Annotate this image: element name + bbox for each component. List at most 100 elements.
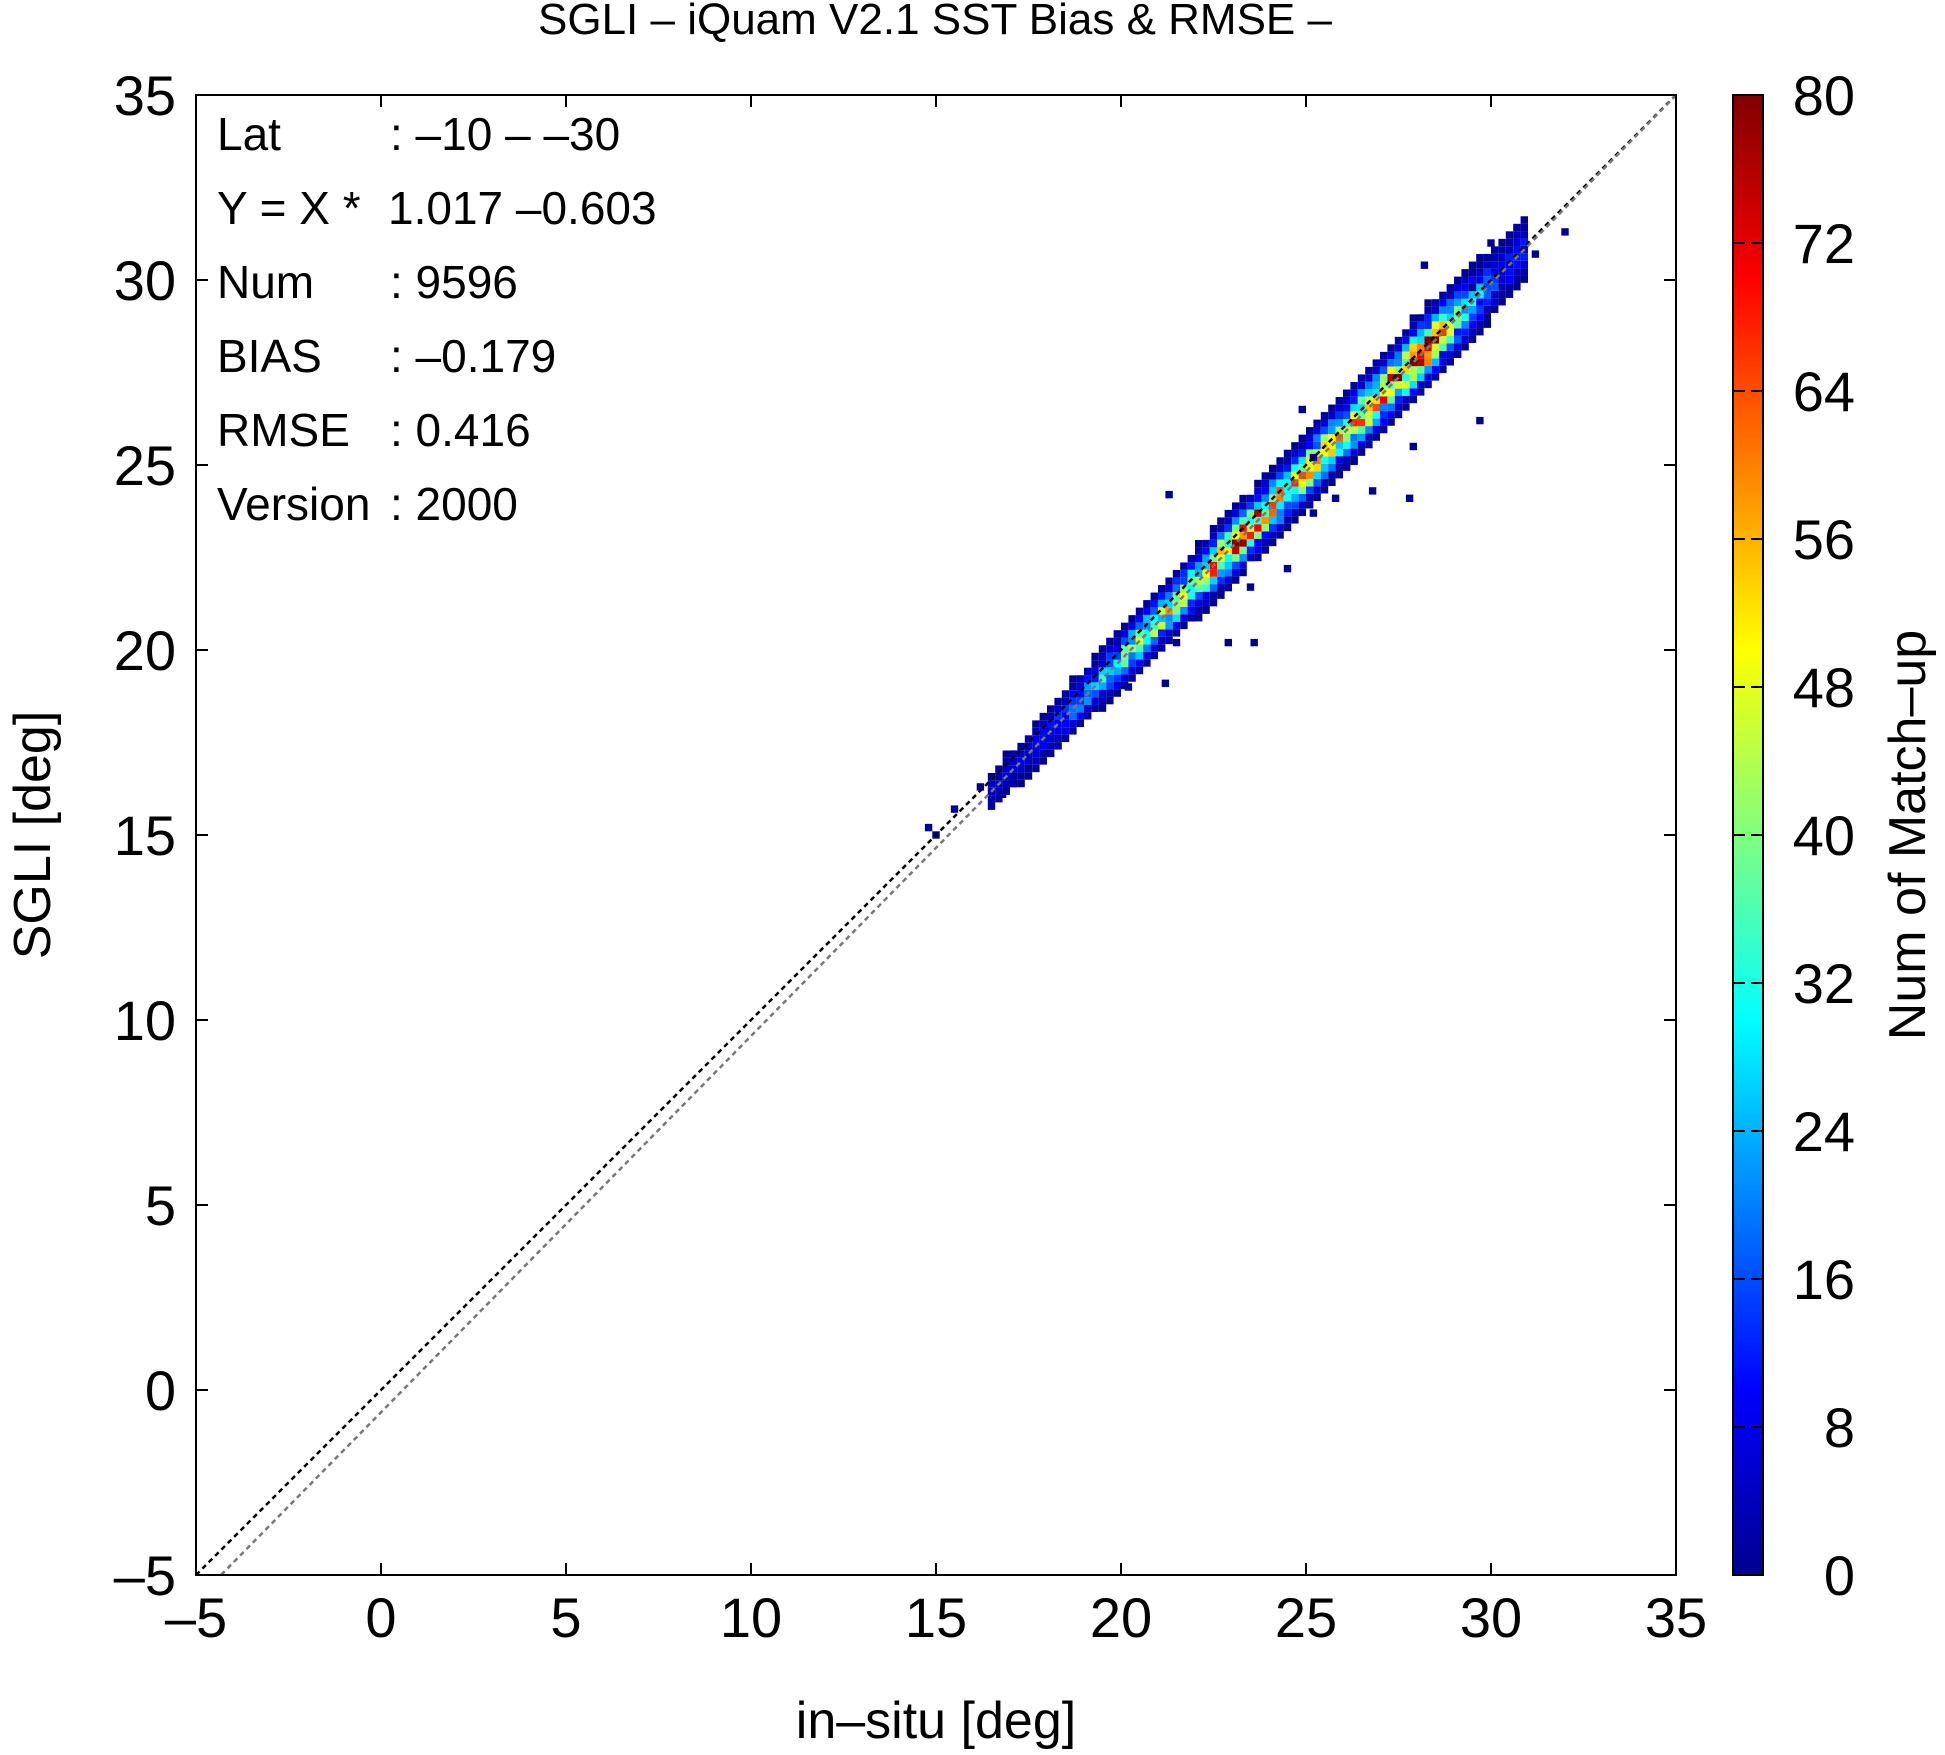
density-cell — [1320, 426, 1329, 435]
density-cell — [1187, 606, 1195, 615]
density-cell — [1298, 508, 1306, 517]
density-cell — [1039, 742, 1047, 750]
density-cell — [1084, 682, 1092, 690]
density-cell — [1106, 689, 1114, 697]
density-cell — [1454, 328, 1462, 336]
density-cell — [1195, 584, 1203, 592]
density-cell — [1446, 291, 1454, 299]
density-cell — [1380, 366, 1388, 375]
density-cell — [1372, 359, 1380, 367]
density-cell — [1498, 275, 1506, 284]
density-cell — [1309, 509, 1318, 517]
density-cell — [1291, 486, 1299, 494]
density-cell — [1313, 427, 1321, 435]
density-cell — [1195, 577, 1203, 585]
density-cell — [1150, 592, 1158, 600]
density-cell — [1054, 720, 1062, 728]
density-cell — [1446, 328, 1454, 336]
density-cell — [1431, 373, 1440, 381]
density-cell — [1365, 396, 1373, 404]
density-cell — [1091, 667, 1099, 675]
density-cell — [1039, 757, 1047, 765]
density-cell — [1343, 396, 1351, 405]
density-cell — [1372, 403, 1380, 412]
density-cell — [1306, 427, 1314, 435]
density-cell — [1402, 344, 1410, 352]
density-cell — [1113, 644, 1121, 653]
density-cell — [1343, 419, 1351, 427]
density-cell — [1409, 336, 1417, 344]
density-cell — [1232, 509, 1240, 518]
density-cell — [1409, 366, 1417, 374]
density-cell — [1320, 478, 1329, 487]
density-cell — [1320, 471, 1329, 479]
density-cell — [1076, 682, 1084, 691]
stat-value: : 2000 — [390, 478, 518, 530]
density-cell — [1328, 426, 1336, 435]
density-cell — [1017, 750, 1025, 758]
density-cell — [1424, 380, 1432, 389]
density-cell — [1357, 433, 1366, 442]
density-cell — [1394, 381, 1403, 389]
density-cell — [1135, 615, 1144, 623]
density-cell — [1047, 720, 1055, 728]
density-cells — [924, 216, 1569, 839]
density-cell — [976, 783, 985, 791]
density-cell — [1320, 456, 1329, 464]
density-cell — [1135, 666, 1144, 675]
density-cell — [1424, 299, 1432, 307]
stat-value: : –0.179 — [390, 330, 556, 382]
density-cell — [1505, 231, 1514, 239]
density-cell — [1335, 448, 1343, 457]
density-cell — [1232, 561, 1240, 569]
density-cell — [1054, 727, 1062, 735]
density-cell — [1291, 508, 1299, 517]
density-cell — [1520, 260, 1528, 269]
density-cell — [1276, 509, 1284, 517]
density-cell — [1172, 606, 1181, 615]
density-cell — [1135, 622, 1144, 630]
density-cell — [1069, 682, 1077, 691]
density-cell — [1246, 553, 1255, 562]
density-cell — [1143, 644, 1151, 652]
density-cell — [924, 823, 933, 832]
density-cell — [1180, 592, 1188, 600]
density-cell — [1431, 321, 1440, 329]
density-cell — [1076, 675, 1084, 683]
density-cell — [1468, 305, 1477, 314]
density-cell — [1069, 704, 1077, 713]
density-cell — [1387, 418, 1395, 426]
density-cell — [1520, 268, 1528, 276]
density-cell — [1039, 749, 1047, 758]
density-cell — [987, 795, 996, 803]
density-cell — [1098, 652, 1107, 661]
density-cell — [1232, 546, 1240, 555]
density-cell — [1335, 411, 1343, 420]
density-cell — [1328, 404, 1336, 412]
density-cell — [1217, 532, 1225, 540]
density-cell — [1217, 524, 1225, 533]
density-cell — [1121, 637, 1129, 645]
density-cell — [1224, 554, 1232, 562]
density-cell — [1172, 629, 1181, 637]
stat-label: Version — [217, 478, 370, 530]
density-cell — [1024, 764, 1033, 773]
x-tick-label: 25 — [1275, 1586, 1337, 1649]
density-cell — [1054, 705, 1062, 713]
density-cell — [1402, 336, 1410, 345]
density-cell — [1017, 765, 1025, 773]
density-cell — [995, 772, 1003, 781]
density-cell — [1061, 719, 1070, 728]
density-cell — [1246, 531, 1255, 540]
density-cell — [1505, 238, 1514, 247]
density-cell — [1431, 365, 1440, 374]
density-cell — [1150, 607, 1158, 615]
density-cell — [1335, 456, 1343, 464]
density-cell — [1483, 290, 1491, 299]
density-cell — [1461, 291, 1469, 299]
density-cell — [1143, 629, 1151, 638]
density-cell — [1313, 419, 1321, 427]
density-cell — [1343, 441, 1351, 449]
density-cell — [1298, 405, 1306, 414]
density-cell — [1409, 321, 1417, 330]
